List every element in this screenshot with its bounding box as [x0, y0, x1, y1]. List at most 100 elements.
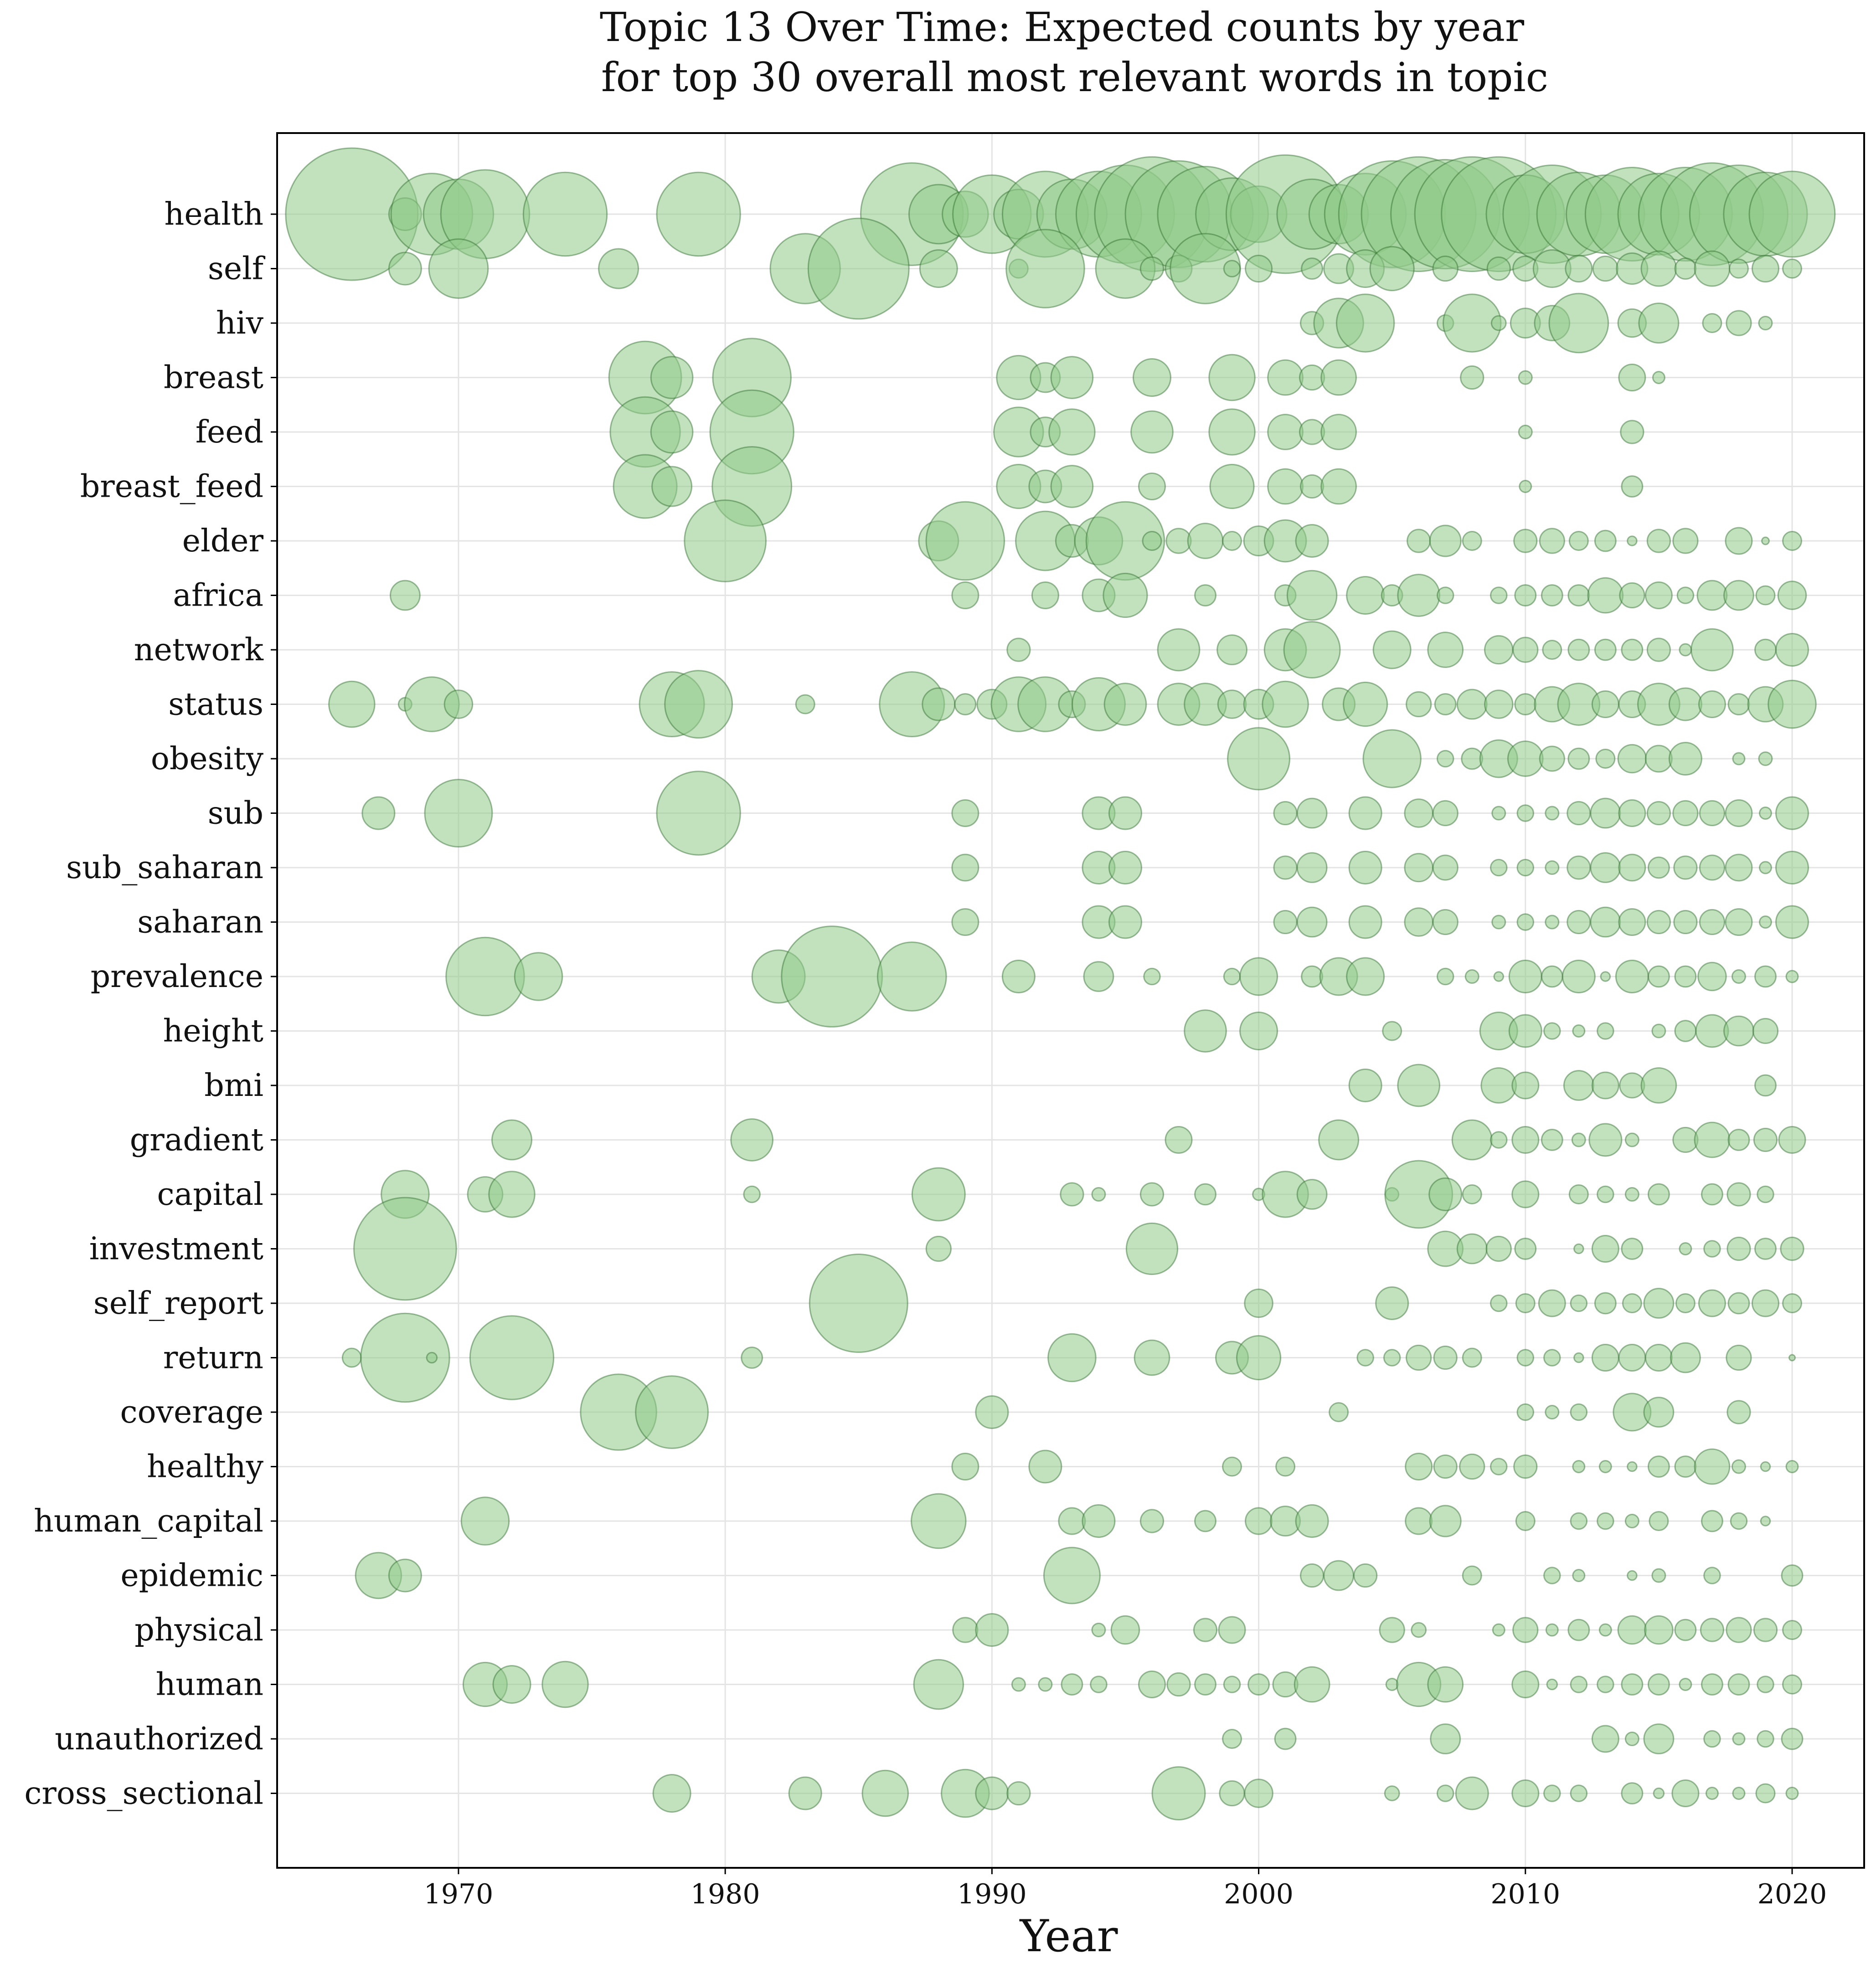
bubble-self-report-2013: [1594, 1292, 1617, 1315]
bubble-epidemic-1968: [388, 1558, 422, 1593]
bubble-africa-2020: [1777, 581, 1807, 610]
bubble-hiv-2017: [1702, 313, 1722, 334]
bubble-obesity-2018: [1732, 752, 1746, 766]
y-tick-label-return: return: [163, 1340, 263, 1376]
bubble-capital-2014: [1624, 1187, 1639, 1202]
bubble-capital-1996: [1139, 1182, 1165, 1207]
bubble-africa-2007: [1436, 586, 1454, 604]
bubble-bmi-2009: [1480, 1067, 1517, 1104]
bubble-sub-saharan-1995: [1108, 850, 1142, 885]
y-tick-label-investment: investment: [89, 1231, 263, 1267]
bubble-capital-2015: [1647, 1183, 1670, 1206]
bubble-gradient-2008: [1451, 1119, 1493, 1161]
bubble-return-2011: [1543, 1349, 1561, 1367]
bubble-self-report-2011: [1538, 1289, 1566, 1317]
bubble-sub-1967: [361, 796, 396, 830]
bubble-coverage-1990: [975, 1395, 1009, 1429]
bubble-network-2017: [1690, 628, 1734, 672]
bubble-gradient-2011: [1541, 1129, 1563, 1151]
bubble-cross-sectional-1999: [1219, 1780, 1245, 1807]
series-obesity: [1227, 727, 1773, 791]
bubble-bmi-2013: [1591, 1071, 1619, 1100]
bubble-status-1970: [443, 689, 474, 719]
bubble-africa-2004: [1346, 576, 1385, 615]
bubble-coverage-2010: [1516, 1403, 1535, 1421]
bubble-prevalence-2004: [1346, 957, 1385, 996]
y-tick-label-health: health: [165, 196, 263, 232]
y-tick-label-africa: africa: [173, 578, 263, 614]
bubble-investment-2012: [1573, 1243, 1584, 1254]
bubble-cross-sectional-1978: [652, 1774, 691, 1813]
bubble-physical-2015: [1644, 1615, 1674, 1645]
bubble-status-2004: [1343, 681, 1388, 727]
bubble-return-1969: [426, 1352, 438, 1364]
bubble-cross-sectional-2011: [1543, 1784, 1561, 1802]
bubble-sub-saharan-2002: [1296, 852, 1328, 883]
bubble-return-2006: [1406, 1344, 1432, 1371]
bubble-physical-2013: [1598, 1623, 1612, 1637]
bubble-physical-1994: [1091, 1623, 1106, 1637]
x-tick-label: 2010: [1490, 1878, 1560, 1910]
bubble-network-2002: [1283, 621, 1341, 679]
bubble-prevalence-2010: [1508, 959, 1542, 994]
bubble-capital-1988: [911, 1167, 966, 1222]
bubble-elder-2008: [1462, 530, 1482, 551]
bubble-saharan-2017: [1699, 909, 1726, 936]
bubble-capital-1981: [743, 1185, 761, 1203]
bubble-healthy-1992: [1028, 1450, 1062, 1484]
bubble-healthy-2018: [1731, 1459, 1746, 1474]
bubble-africa-2018: [1723, 580, 1754, 611]
bubble-sub-saharan-2012: [1567, 855, 1591, 880]
bubble-human-capital-1988: [911, 1493, 967, 1549]
chart-title-line-1: Topic 13 Over Time: Expected counts by y…: [600, 4, 1525, 51]
bubble-breast-1978: [650, 356, 694, 399]
bubble-saharan-2009: [1491, 915, 1506, 930]
bubble-elder-2013: [1594, 529, 1617, 552]
bubble-obesity-2014: [1617, 744, 1647, 774]
bubble-human-2012: [1570, 1676, 1588, 1693]
bubble-human-2018: [1727, 1673, 1750, 1696]
bubble-unauthorized-2014: [1624, 1732, 1639, 1746]
bubble-return-2008: [1462, 1347, 1482, 1368]
series-human-capital: [460, 1493, 1771, 1549]
bubble-feed-1993: [1048, 408, 1096, 456]
bubble-coverage-2018: [1727, 1400, 1751, 1424]
bubble-network-2014: [1621, 638, 1644, 661]
series-status: [328, 670, 1817, 739]
series-saharan: [951, 905, 1809, 939]
bubble-hiv-2018: [1726, 310, 1752, 336]
bubble-healthy-2020: [1785, 1460, 1799, 1473]
bubble-human-1994: [1090, 1676, 1108, 1693]
bubble-investment-2009: [1485, 1235, 1512, 1262]
bubble-bmi-2015: [1640, 1067, 1677, 1104]
bubble-gradient-2003: [1318, 1119, 1360, 1161]
bubble-africa-1992: [1031, 581, 1059, 609]
bubble-network-2007: [1427, 632, 1464, 668]
bubble-unauthorized-2017: [1703, 1730, 1721, 1748]
bubble-cross-sectional-2008: [1455, 1776, 1489, 1810]
bubble-healthy-2010: [1513, 1454, 1538, 1479]
bubble-prevalence-2012: [1562, 959, 1596, 994]
y-tick-label-self-report: self_report: [93, 1285, 263, 1321]
bubble-elder-2016: [1672, 528, 1699, 554]
bubble-feed-2001: [1267, 414, 1304, 450]
bubble-saharan-2002: [1296, 906, 1328, 938]
bubble-investment-2010: [1514, 1238, 1537, 1260]
bubble-elder-1998: [1187, 523, 1224, 559]
bubble-investment-2017: [1703, 1240, 1721, 1258]
bubble-investment-2019: [1754, 1238, 1777, 1260]
bubble-layer: [285, 147, 1836, 1820]
bubble-breast-2008: [1460, 365, 1484, 390]
series-health: [285, 147, 1836, 281]
bubble-return-2014: [1618, 1344, 1646, 1372]
bubble-epidemic-2014: [1627, 1570, 1638, 1581]
bubble-healthy-2019: [1760, 1461, 1771, 1472]
bubble-breast-feed-2003: [1320, 468, 1357, 505]
bubble-hiv-2004: [1335, 293, 1395, 353]
bubble-capital-2002: [1296, 1179, 1328, 1210]
bubble-human-capital-1996: [1139, 1509, 1165, 1533]
bubble-africa-2009: [1490, 586, 1508, 604]
bubble-human-1996: [1138, 1671, 1166, 1698]
series-bmi: [1348, 1064, 1777, 1107]
series-height: [1184, 1009, 1779, 1053]
